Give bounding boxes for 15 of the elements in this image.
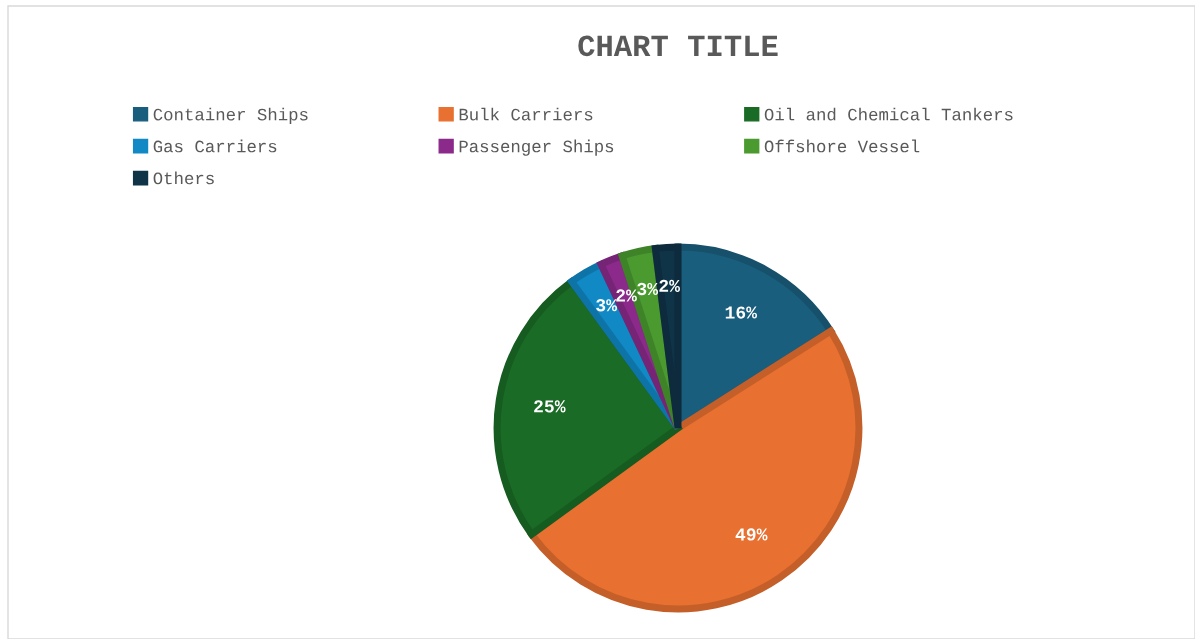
legend-label: Offshore Vessel [764, 139, 920, 153]
legend-label: Others [153, 171, 214, 185]
data-label: 49% [735, 528, 768, 541]
data-label: 25% [534, 400, 566, 413]
data-label: 16% [725, 306, 758, 319]
legend-label: Container Ships [153, 107, 308, 124]
data-label: 3% [637, 282, 659, 296]
legend-label: Bulk Carriers [459, 107, 593, 121]
data-label: 2% [659, 279, 680, 292]
data-label: 3% [596, 299, 617, 312]
legend-label: Passenger Ships [459, 139, 614, 156]
data-label: 2% [616, 289, 637, 302]
chart-title: CHART TITLE [578, 35, 778, 57]
legend-label: Oil and Chemical Tankers [764, 107, 1013, 121]
legend-label: Gas Carriers [153, 139, 277, 153]
